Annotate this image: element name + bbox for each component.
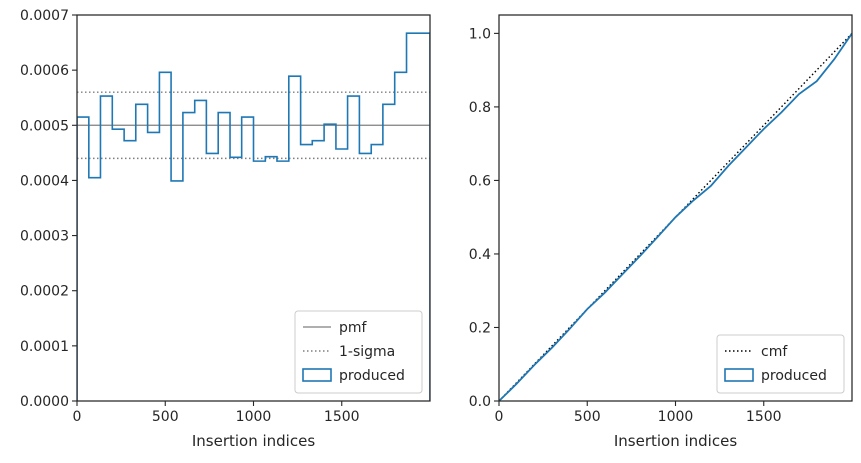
- chart1-xlabel: Insertion indices: [192, 432, 315, 450]
- chart2-ytick-label: 0.0: [469, 394, 491, 410]
- chart1-xtick-label: 1000: [236, 409, 272, 425]
- chart2-legend: cmf produced: [716, 334, 845, 394]
- chart2-ytick-label: 0.2: [469, 320, 491, 336]
- chart2-xtick-label: 500: [574, 409, 601, 425]
- chart1-ytick-label: 0.0001: [20, 339, 69, 355]
- chart2-ytick-label: 0.6: [469, 173, 491, 189]
- chart1-ytick-label: 0.0002: [20, 284, 69, 300]
- chart2-xtick-label: 1000: [658, 409, 694, 425]
- chart2-legend-handle-produced: [724, 368, 754, 382]
- chart1-ytick-label: 0.0006: [20, 63, 69, 79]
- chart2-xtick-label: 1500: [746, 409, 782, 425]
- produced-cumulative-line: [499, 32, 852, 401]
- chart1-xtick-label: 1500: [324, 409, 360, 425]
- chart1-ytick-label: 0.0005: [20, 118, 69, 134]
- chart1-xtick-label: 0: [73, 409, 82, 425]
- chart2-ytick-label: 0.8: [469, 100, 491, 116]
- chart1-legend-handle-produced: [302, 368, 332, 382]
- chart1-legend: pmf 1-sigma produced: [294, 310, 423, 394]
- chart1-xtick-label: 500: [152, 409, 179, 425]
- chart2-ytick-label: 0.4: [469, 247, 491, 263]
- chart2-xlabel: Insertion indices: [614, 432, 737, 450]
- chart1-ytick-label: 0.0000: [20, 394, 69, 410]
- chart1-ytick-label: 0.0007: [20, 8, 69, 24]
- chart1-panel: 0 500 1000 1500 0.0000 0.0001 0.0002 0.0003 0.00…: [20, 8, 431, 450]
- cmf-line: [499, 32, 852, 401]
- chart1-legend-box: [294, 310, 423, 394]
- chart2-xtick-label: 0: [495, 409, 504, 425]
- chart2-panel: 0 500 1000 1500 0.0 0.2 0.4 0.6 0.8 1.0 Insertion …: [469, 14, 853, 450]
- chart1-legend-label: pmf: [339, 320, 368, 336]
- chart1-legend-label: 1-sigma: [339, 344, 395, 360]
- chart1-legend-label: produced: [339, 368, 405, 384]
- chart1-ytick-label: 0.0004: [20, 173, 69, 189]
- chart2-ytick-label: 1.0: [469, 26, 491, 42]
- chart2-legend-label: produced: [761, 368, 827, 384]
- chart2-legend-box: [716, 334, 845, 394]
- chart2-legend-label: cmf: [761, 344, 788, 360]
- produced-histogram-step: [77, 32, 430, 401]
- chart2-plot-area: [499, 32, 852, 401]
- chart1-plot-area: [77, 32, 430, 401]
- chart1-ytick-label: 0.0003: [20, 229, 69, 245]
